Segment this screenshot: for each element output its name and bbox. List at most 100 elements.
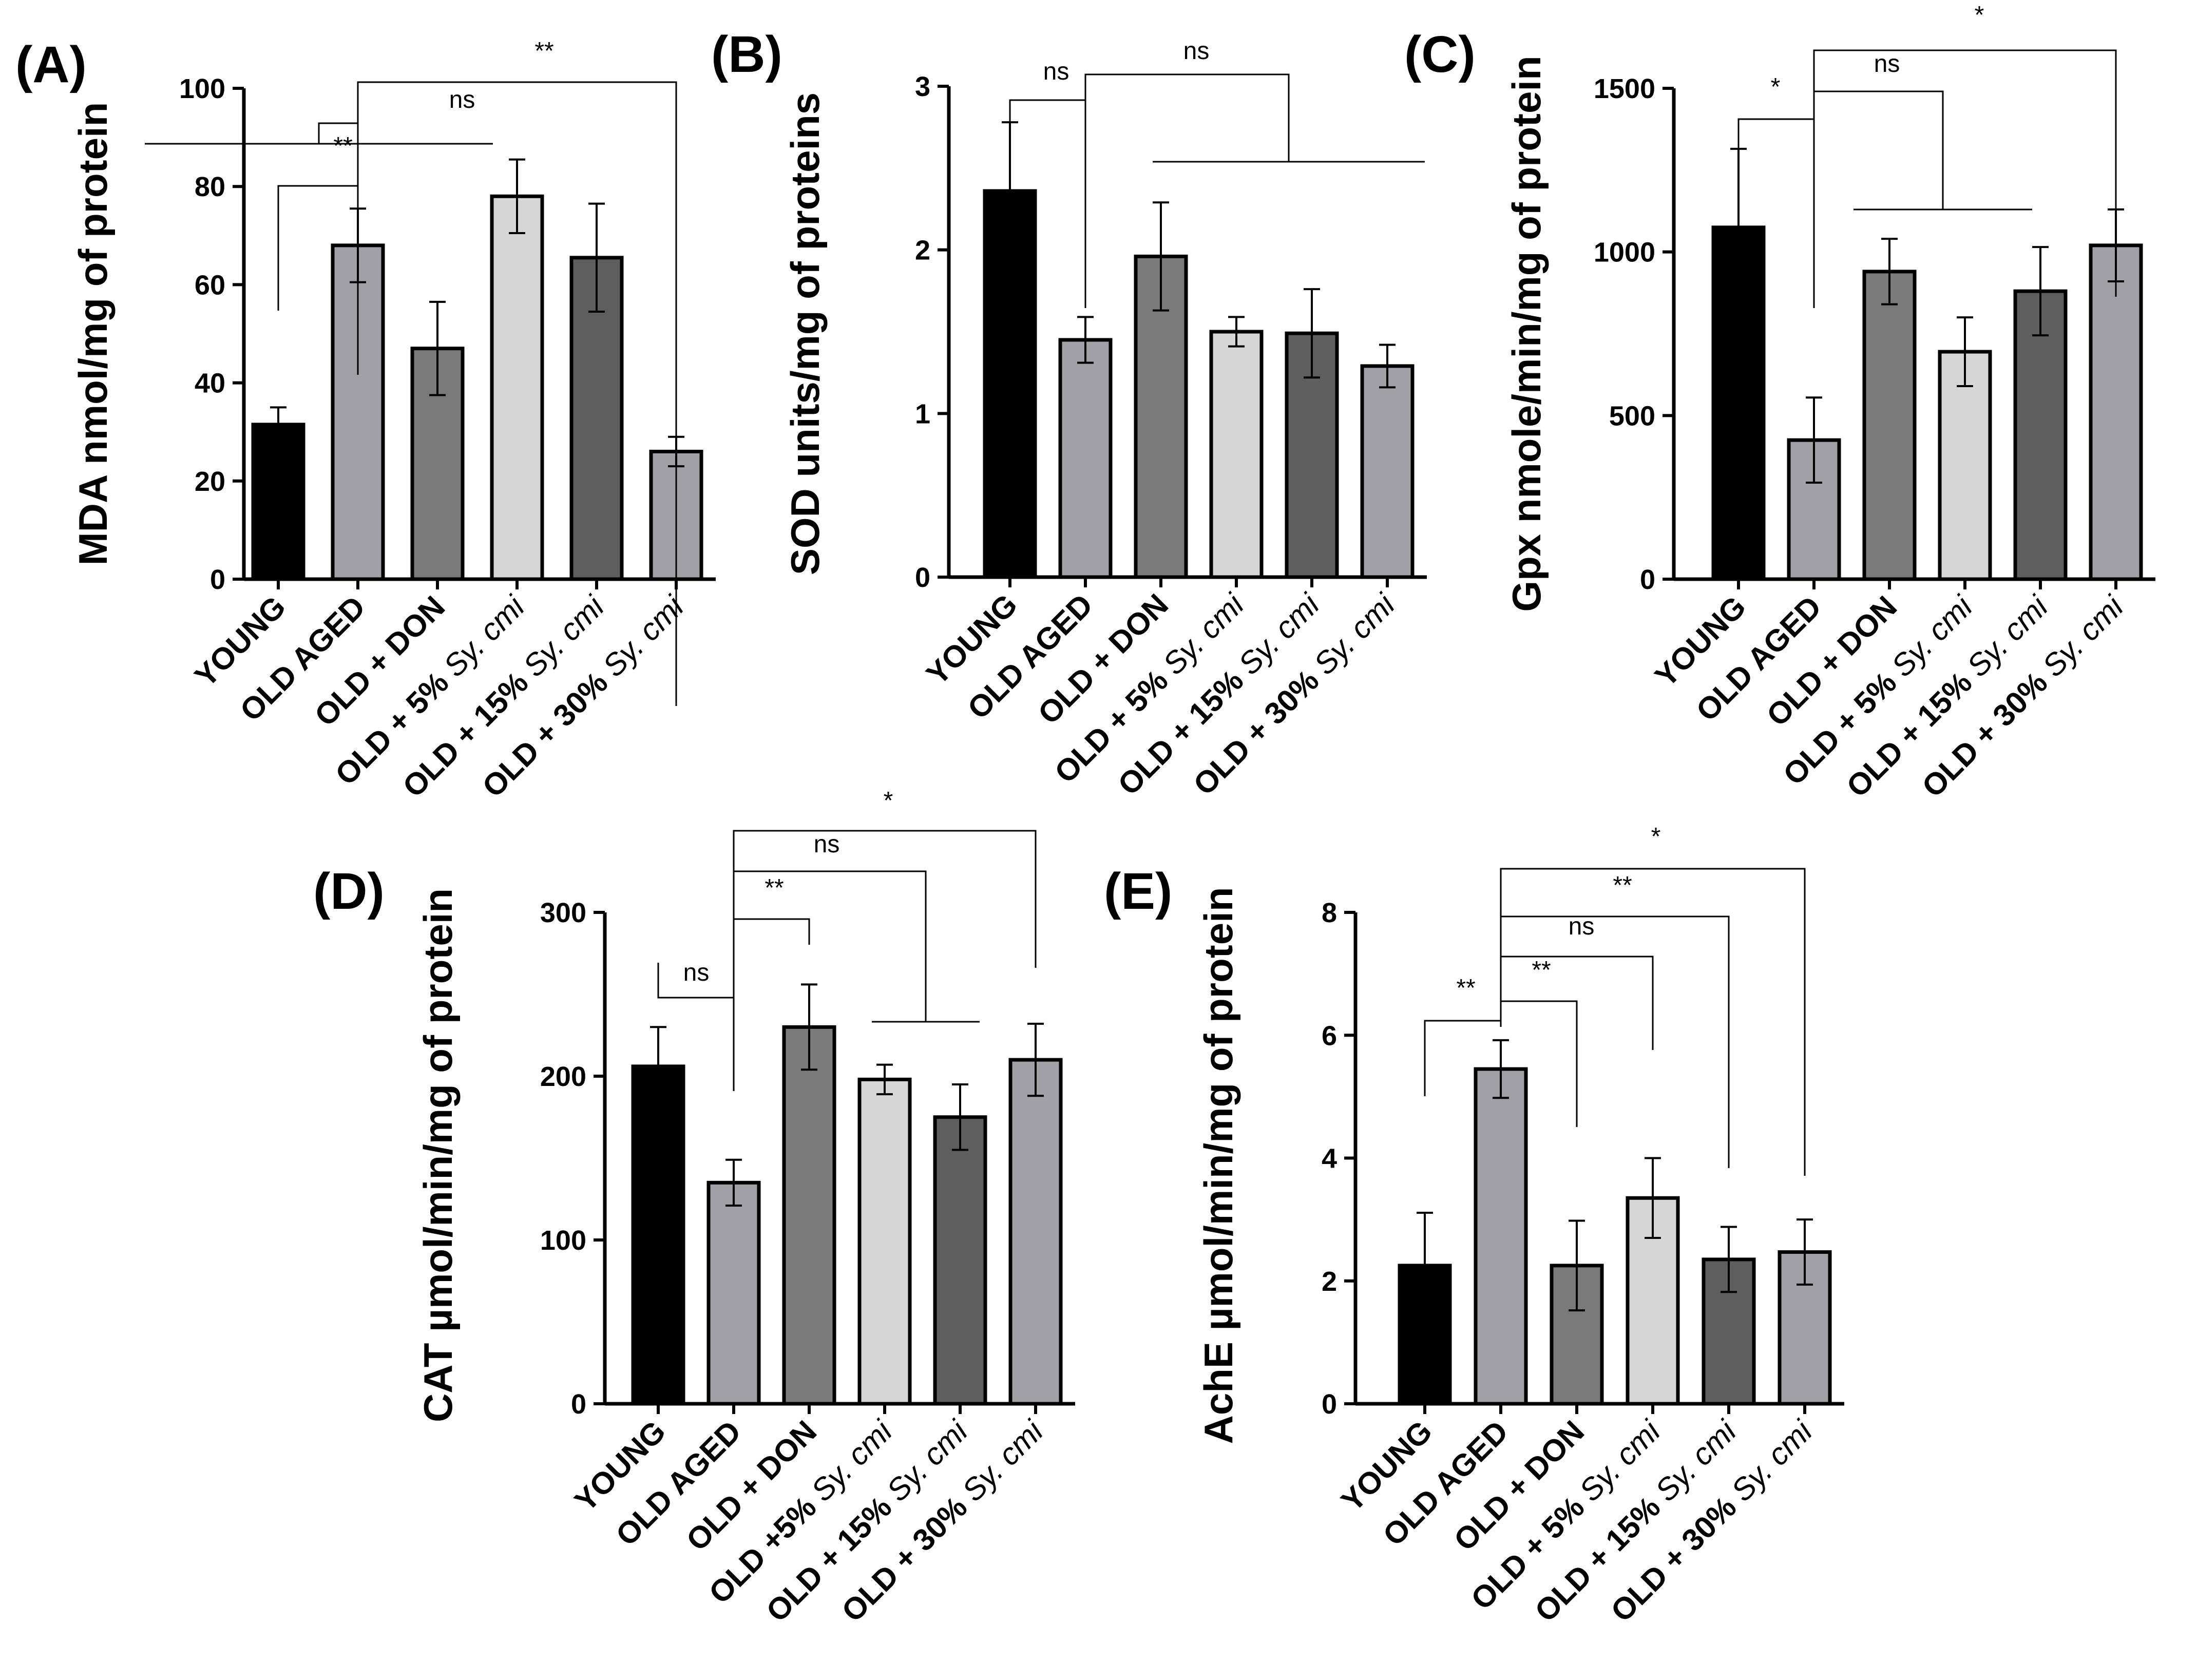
bar-1 xyxy=(251,423,305,581)
bracket-line xyxy=(1424,1020,1502,1096)
y-tick-label: 300 xyxy=(540,898,586,928)
y-axis-label: Gpx nmole/min/mg of protein xyxy=(1504,55,1549,612)
bar-2 xyxy=(1058,338,1113,579)
error-bar-2 xyxy=(1077,316,1094,364)
significance-bracket-4 xyxy=(1500,915,1730,1168)
y-tick-label: 8 xyxy=(1322,898,1337,928)
bar-6 xyxy=(2089,243,2143,581)
error-bar-3 xyxy=(429,300,446,396)
significance-bracket-3 xyxy=(733,870,980,1091)
category-species: Sy. cmi xyxy=(2036,589,2130,683)
bracket-line xyxy=(1500,915,1730,1168)
chart-panel-e: (E) AchE µmol/min/mg of protein 02468YOUNG… xyxy=(1104,823,1844,1629)
y-tick-label: 200 xyxy=(540,1061,586,1092)
y-tick-label: 60 xyxy=(195,270,225,300)
category-species: Sy. cmi xyxy=(1725,1414,1819,1508)
y-axis-label: SOD units/mg of proteins xyxy=(782,92,828,575)
significance-bracket-2 xyxy=(1084,73,1425,308)
error-bar-3 xyxy=(1569,1219,1585,1312)
y-axis-label: AchE µmol/min/mg of protein xyxy=(1196,887,1241,1444)
error-bar-4 xyxy=(1645,1157,1661,1239)
panel-label: (E) xyxy=(1104,863,1172,920)
y-tick-label: 80 xyxy=(195,171,225,202)
bracket-line xyxy=(1813,49,2117,308)
error-bar-2 xyxy=(1493,1039,1509,1099)
bar-3 xyxy=(782,1025,836,1406)
error-bar-4 xyxy=(1957,316,1973,387)
error-bar-3 xyxy=(1881,238,1898,306)
significance-label: ** xyxy=(1456,975,1475,1002)
y-axis-label: CAT µmol/min/mg of protein xyxy=(415,888,461,1422)
y-tick-label: 20 xyxy=(195,466,225,497)
significance-bracket-3 xyxy=(357,81,677,706)
category-name: OLD + 30% xyxy=(1915,659,2060,804)
bar-4 xyxy=(1626,1196,1680,1406)
chart-panel-a: (A)MDA nmol/mg of protein020406080100YOU… xyxy=(15,36,716,804)
error-bar-4 xyxy=(509,158,525,235)
category-name: OLD + 30% xyxy=(1604,1484,1749,1629)
category-species: Sy. cmi xyxy=(956,1414,1050,1508)
chart-panel-d: (D) CAT µmol/min/mg of protein 0100200300Y… xyxy=(313,787,1075,1629)
panel-label: (C) xyxy=(1404,26,1476,83)
error-bar-6 xyxy=(1027,1022,1044,1097)
y-tick-label: 0 xyxy=(210,564,225,595)
error-bar-4 xyxy=(876,1063,893,1096)
error-bar-2 xyxy=(1806,396,1822,484)
significance-label: ns xyxy=(1569,913,1595,940)
significance-label: ** xyxy=(765,874,784,902)
significance-bracket-3 xyxy=(1813,49,2117,308)
significance-label: ** xyxy=(333,132,352,160)
panel-label: (B) xyxy=(711,26,782,83)
error-bar-4 xyxy=(1228,316,1245,348)
error-bar-6 xyxy=(1379,343,1396,389)
significance-label: ns xyxy=(814,831,840,858)
error-bar-5 xyxy=(1304,288,1320,379)
y-tick-label: 2 xyxy=(915,235,930,266)
category-name: OLD + 30% xyxy=(1187,657,1331,802)
significance-label: ** xyxy=(1532,957,1551,984)
category-name: OLD + 15% xyxy=(1528,1484,1673,1629)
significance-label: * xyxy=(1771,73,1781,101)
error-bar-5 xyxy=(952,1083,968,1151)
error-bar-5 xyxy=(588,202,605,313)
y-tick-label: 0 xyxy=(915,562,930,593)
error-bar-1 xyxy=(650,1026,666,1107)
bar-2 xyxy=(706,1180,761,1406)
bracket-line xyxy=(277,185,358,311)
significance-bracket-1 xyxy=(277,185,358,311)
error-bar-6 xyxy=(1797,1218,1813,1286)
y-tick-label: 1 xyxy=(915,398,930,429)
bracket-line xyxy=(1084,73,1290,308)
bracket-line xyxy=(733,830,1037,1091)
error-bar-5 xyxy=(1721,1226,1737,1293)
significance-bracket-5 xyxy=(1500,868,1806,1176)
y-axis-label: MDA nmol/mg of protein xyxy=(70,102,116,566)
error-bar-2 xyxy=(725,1158,742,1207)
y-tick-label: 40 xyxy=(195,368,225,399)
y-tick-label: 0 xyxy=(1322,1389,1337,1420)
bracket-line xyxy=(1500,868,1806,1176)
significance-label: ns xyxy=(449,86,475,113)
category-name: OLD + 30% xyxy=(835,1484,980,1629)
bracket-line xyxy=(357,81,677,706)
significance-label: ** xyxy=(1613,872,1632,899)
error-bar-3 xyxy=(1153,201,1169,312)
bar-5 xyxy=(933,1115,987,1406)
significance-label: ns xyxy=(683,959,710,986)
significance-label: ns xyxy=(1043,58,1069,85)
significance-label: * xyxy=(1651,823,1661,850)
y-tick-label: 4 xyxy=(1322,1143,1337,1174)
bar-4 xyxy=(490,194,544,581)
error-bar-1 xyxy=(1417,1211,1433,1320)
significance-label: * xyxy=(1975,2,1984,29)
significance-label: ns xyxy=(1183,37,1210,65)
bar-1 xyxy=(631,1064,685,1406)
y-tick-label: 2 xyxy=(1322,1266,1337,1297)
bar-6 xyxy=(1360,364,1415,579)
panel-label: (A) xyxy=(15,36,87,93)
chart-panel-c: (C) Gpx nmole/min/mg of protein 0 500 1000 15… xyxy=(1404,2,2155,804)
y-tick-label: 1500 xyxy=(1594,73,1655,104)
bar-4 xyxy=(857,1077,912,1406)
significance-bracket-2 xyxy=(1813,90,2032,308)
